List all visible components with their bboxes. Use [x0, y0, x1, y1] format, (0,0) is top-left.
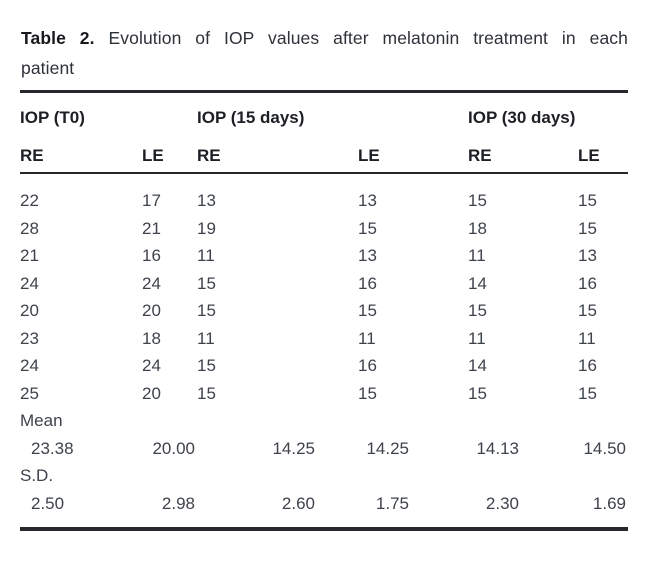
group-header-30-days: IOP (30 days) — [468, 90, 628, 129]
iop-value-cell: 11 — [578, 328, 596, 348]
sd-value-cell: 2.60 — [197, 489, 358, 531]
group-header-row: IOP (T0) IOP (15 days) IOP (30 days) — [20, 90, 628, 129]
iop-value-cell: 24 — [142, 356, 161, 375]
sd-value-cell: 1.75 — [358, 489, 468, 531]
sd-value-cell: 1.69 — [578, 489, 628, 531]
iop-value-cell: 24 — [20, 356, 39, 375]
patient-row: 24 24 15 16 14 16 — [20, 270, 628, 298]
col-header-re-15d: RE — [197, 129, 358, 174]
caption-text: Evolution of IOP values after melatonin … — [108, 28, 628, 48]
iop-value-cell: 16 — [142, 246, 161, 265]
col-header-re-t0: RE — [20, 129, 142, 174]
iop-value-cell: 15 — [578, 218, 597, 238]
mean-value-cell: 14.50 — [583, 438, 626, 458]
iop-value-cell: 24 — [142, 273, 161, 293]
iop-value-cell: 14 — [468, 273, 487, 293]
iop-value-cell: 23 — [20, 328, 39, 348]
iop-value-cell: 18 — [468, 218, 487, 238]
mean-label: Mean — [20, 411, 63, 430]
iop-value-cell: 11 — [468, 246, 486, 265]
iop-value-cell: 11 — [358, 328, 376, 348]
iop-value-cell: 14 — [468, 356, 487, 375]
iop-value-cell: 16 — [578, 273, 597, 293]
iop-value-cell: 28 — [20, 218, 39, 238]
iop-value-cell: 15 — [578, 301, 597, 320]
mean-values-row: 23.38 20.00 14.25 14.25 14.13 14.50 — [20, 435, 628, 463]
iop-table: IOP (T0) IOP (15 days) IOP (30 days) RE … — [20, 90, 628, 531]
iop-value-cell: 25 — [20, 383, 39, 403]
group-header-t0: IOP (T0) — [20, 90, 197, 129]
sd-label-row: S.D. — [20, 462, 628, 490]
iop-value-cell: 11 — [468, 328, 486, 348]
iop-value-cell: 21 — [142, 218, 161, 238]
patient-row: 24 24 15 16 14 16 — [20, 352, 628, 380]
mean-value-cell: 14.25 — [272, 438, 315, 458]
iop-value-cell: 15 — [197, 301, 216, 320]
col-header-le-15d: LE — [358, 129, 468, 174]
eye-header-row: RE LE RE LE RE LE — [20, 129, 628, 174]
iop-value-cell: 18 — [142, 328, 161, 348]
iop-value-cell: 17 — [142, 191, 161, 210]
iop-value-cell: 11 — [197, 246, 215, 265]
iop-value-cell: 15 — [197, 383, 216, 403]
iop-value-cell: 15 — [468, 191, 487, 210]
mean-value-cell: 23.38 — [31, 438, 74, 458]
iop-value-cell: 13 — [578, 246, 597, 265]
iop-value-cell: 11 — [197, 328, 215, 348]
mean-value-cell: 14.25 — [366, 438, 409, 458]
mean-value-cell: 20.00 — [152, 438, 195, 458]
sd-value-cell: 2.50 — [20, 489, 142, 531]
table-caption: Table 2. Evolution of IOP values after m… — [21, 23, 628, 83]
iop-value-cell: 13 — [197, 191, 216, 210]
sd-value-cell: 2.98 — [142, 489, 197, 531]
caption-line-1: Table 2. Evolution of IOP values after m… — [21, 23, 628, 53]
iop-value-cell: 15 — [468, 383, 487, 403]
iop-value-cell: 20 — [142, 301, 161, 320]
sd-value-cell: 2.30 — [468, 489, 578, 531]
col-header-le-30d: LE — [578, 129, 628, 174]
patient-row: 25 20 15 15 15 15 — [20, 380, 628, 408]
iop-value-cell: 22 — [20, 191, 39, 210]
sd-label: S.D. — [20, 466, 54, 485]
iop-value-cell: 15 — [358, 301, 377, 320]
iop-value-cell: 20 — [142, 383, 161, 403]
iop-value-cell: 15 — [197, 356, 216, 375]
iop-value-cell: 13 — [358, 191, 377, 210]
patient-row: 23 18 11 11 11 11 — [20, 325, 628, 353]
mean-label-row: Mean — [20, 407, 628, 435]
patient-data-rows: 22 17 13 13 15 15 28 21 19 15 18 15 21 16 11 13 11 13 24 24… — [20, 173, 628, 407]
iop-value-cell: 21 — [20, 246, 39, 265]
iop-value-cell: 15 — [578, 191, 597, 210]
mean-value-cell: 14.13 — [476, 438, 519, 458]
iop-value-cell: 15 — [358, 218, 377, 238]
patient-row: 28 21 19 15 18 15 — [20, 215, 628, 243]
iop-value-cell: 15 — [468, 301, 487, 320]
iop-value-cell: 15 — [197, 273, 216, 293]
iop-value-cell: 20 — [20, 301, 39, 320]
col-header-re-30d: RE — [468, 129, 578, 174]
caption-line-2: patient — [21, 58, 75, 78]
iop-value-cell: 15 — [578, 383, 597, 403]
iop-value-cell: 24 — [20, 273, 39, 293]
patient-row: 20 20 15 15 15 15 — [20, 297, 628, 325]
caption-table-number: Table 2. — [21, 28, 95, 48]
iop-value-cell: 16 — [358, 273, 377, 293]
group-header-15-days: IOP (15 days) — [197, 90, 468, 129]
col-header-le-t0: LE — [142, 129, 197, 174]
patient-row: 21 16 11 13 11 13 — [20, 242, 628, 270]
iop-value-cell: 15 — [358, 383, 377, 403]
iop-value-cell: 16 — [358, 356, 377, 375]
iop-value-cell: 19 — [197, 218, 216, 238]
iop-value-cell: 16 — [578, 356, 597, 375]
iop-value-cell: 13 — [358, 246, 377, 265]
summary-rows: Mean 23.38 20.00 14.25 14.25 14.13 14.50… — [20, 407, 628, 531]
patient-row: 22 17 13 13 15 15 — [20, 173, 628, 215]
sd-values-row: 2.50 2.98 2.60 1.75 2.30 1.69 — [20, 489, 628, 531]
